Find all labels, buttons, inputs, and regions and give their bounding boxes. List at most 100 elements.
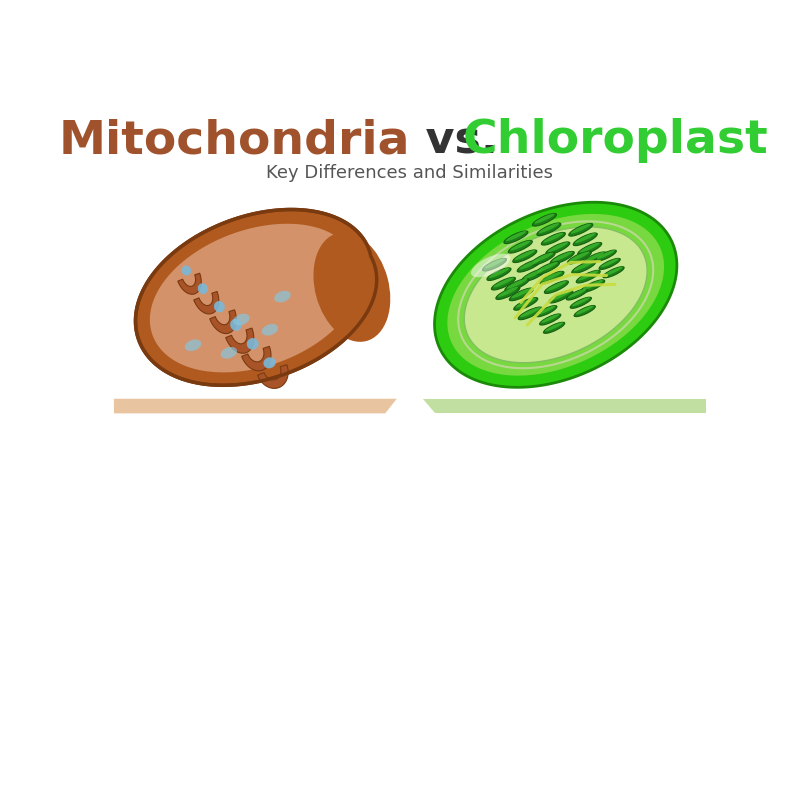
Ellipse shape (578, 271, 598, 280)
Ellipse shape (519, 260, 539, 269)
Polygon shape (464, 227, 647, 363)
Ellipse shape (505, 279, 529, 292)
Ellipse shape (508, 240, 532, 253)
Ellipse shape (531, 252, 555, 265)
Ellipse shape (543, 232, 563, 243)
Ellipse shape (581, 280, 605, 292)
Ellipse shape (533, 252, 554, 263)
Ellipse shape (518, 307, 542, 320)
Ellipse shape (506, 231, 526, 241)
Ellipse shape (230, 319, 242, 331)
Ellipse shape (601, 259, 618, 268)
Ellipse shape (570, 223, 591, 234)
Ellipse shape (546, 242, 570, 255)
Ellipse shape (574, 305, 595, 316)
Ellipse shape (494, 277, 514, 288)
Ellipse shape (514, 297, 538, 310)
Polygon shape (434, 202, 677, 388)
Ellipse shape (506, 279, 527, 288)
Polygon shape (150, 223, 359, 372)
Polygon shape (178, 273, 202, 294)
Ellipse shape (568, 289, 586, 298)
Ellipse shape (543, 322, 565, 333)
Ellipse shape (603, 267, 624, 278)
Ellipse shape (566, 289, 587, 300)
Ellipse shape (567, 252, 591, 264)
Ellipse shape (582, 280, 603, 290)
Ellipse shape (263, 357, 276, 368)
Polygon shape (447, 214, 664, 376)
Ellipse shape (542, 232, 566, 245)
Ellipse shape (247, 338, 258, 349)
Ellipse shape (552, 252, 573, 261)
Polygon shape (194, 292, 218, 314)
Ellipse shape (511, 288, 531, 298)
Ellipse shape (570, 297, 591, 308)
Ellipse shape (548, 242, 568, 252)
Ellipse shape (510, 240, 530, 251)
Ellipse shape (510, 288, 534, 300)
Ellipse shape (575, 233, 595, 243)
Ellipse shape (491, 277, 515, 290)
Ellipse shape (214, 301, 225, 312)
Text: Mitochondria: Mitochondria (58, 119, 410, 163)
Polygon shape (242, 346, 271, 371)
Ellipse shape (595, 250, 616, 261)
Ellipse shape (572, 297, 590, 306)
Ellipse shape (520, 307, 541, 317)
Ellipse shape (578, 243, 602, 255)
Ellipse shape (597, 250, 614, 259)
Ellipse shape (537, 223, 561, 235)
Polygon shape (114, 399, 397, 413)
Ellipse shape (538, 223, 559, 233)
Ellipse shape (518, 260, 542, 272)
Text: Chloroplast: Chloroplast (462, 119, 769, 163)
Polygon shape (423, 399, 706, 413)
Ellipse shape (504, 231, 528, 244)
Ellipse shape (185, 340, 202, 351)
Ellipse shape (314, 232, 390, 342)
Ellipse shape (487, 268, 511, 280)
Ellipse shape (514, 250, 535, 260)
Ellipse shape (544, 281, 569, 293)
Ellipse shape (549, 290, 573, 303)
Ellipse shape (522, 269, 546, 282)
Ellipse shape (182, 265, 191, 276)
Text: vs.: vs. (410, 119, 514, 163)
Polygon shape (258, 364, 288, 388)
Ellipse shape (579, 243, 600, 252)
Ellipse shape (233, 314, 250, 325)
Ellipse shape (605, 267, 622, 276)
Ellipse shape (538, 306, 555, 315)
Ellipse shape (513, 250, 537, 263)
Ellipse shape (538, 262, 558, 272)
Polygon shape (135, 210, 377, 385)
Ellipse shape (545, 322, 563, 331)
Ellipse shape (484, 259, 505, 268)
Text: Key Differences and Similarities: Key Differences and Similarities (266, 164, 554, 182)
Ellipse shape (576, 306, 594, 314)
Ellipse shape (523, 269, 544, 279)
Ellipse shape (540, 272, 564, 284)
Ellipse shape (542, 314, 559, 323)
Ellipse shape (584, 252, 604, 262)
Ellipse shape (569, 252, 590, 261)
Ellipse shape (569, 223, 593, 236)
Ellipse shape (496, 287, 520, 300)
Ellipse shape (550, 252, 574, 264)
Ellipse shape (535, 262, 559, 275)
Ellipse shape (498, 287, 518, 297)
Polygon shape (226, 328, 254, 353)
Ellipse shape (533, 213, 557, 226)
Ellipse shape (574, 261, 594, 271)
Ellipse shape (550, 291, 571, 300)
Ellipse shape (539, 314, 561, 325)
Ellipse shape (515, 298, 536, 308)
Ellipse shape (471, 254, 510, 277)
Ellipse shape (534, 214, 554, 223)
Ellipse shape (274, 291, 290, 303)
Ellipse shape (599, 259, 620, 269)
Ellipse shape (221, 347, 237, 359)
Ellipse shape (576, 270, 600, 283)
Ellipse shape (542, 272, 562, 281)
